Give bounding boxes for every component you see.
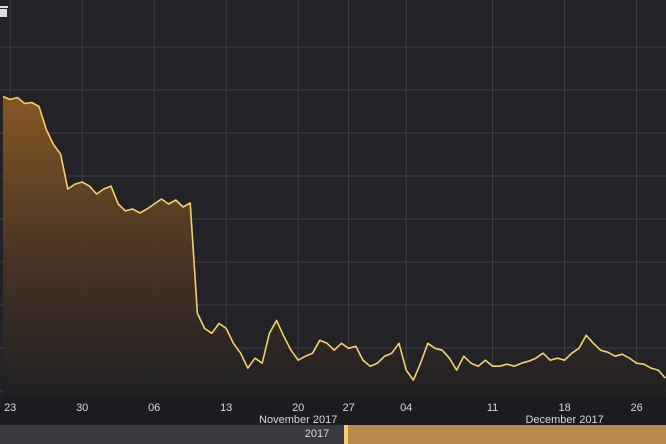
navigator-handle[interactable] [344, 425, 348, 444]
x-tick-label: 11 [487, 402, 498, 414]
labels: 23 30 06 13 20 27 04 11 18 26 November 2017 Decembe… [4, 402, 643, 426]
x-tick-label: 06 [148, 402, 160, 414]
x-tick-label: 23 [4, 402, 16, 414]
marks [2, 95, 666, 398]
trash-icon[interactable] [0, 6, 8, 17]
x-tick-label: 30 [76, 402, 88, 414]
month-label: December 2017 [525, 414, 603, 426]
x-tick-label: 26 [630, 402, 642, 414]
navigator-track [0, 425, 346, 444]
navigator-selection[interactable] [346, 425, 666, 444]
month-label: November 2017 [259, 414, 337, 426]
area-fill [3, 96, 666, 398]
x-tick-label: 04 [400, 402, 412, 414]
x-tick-label: 27 [342, 402, 354, 414]
price-line [2, 95, 666, 381]
navigator-label: 2017 [305, 428, 329, 440]
x-tick-label: 18 [558, 402, 570, 414]
x-tick-label: 13 [220, 402, 232, 414]
x-tick-label: 20 [292, 402, 304, 414]
